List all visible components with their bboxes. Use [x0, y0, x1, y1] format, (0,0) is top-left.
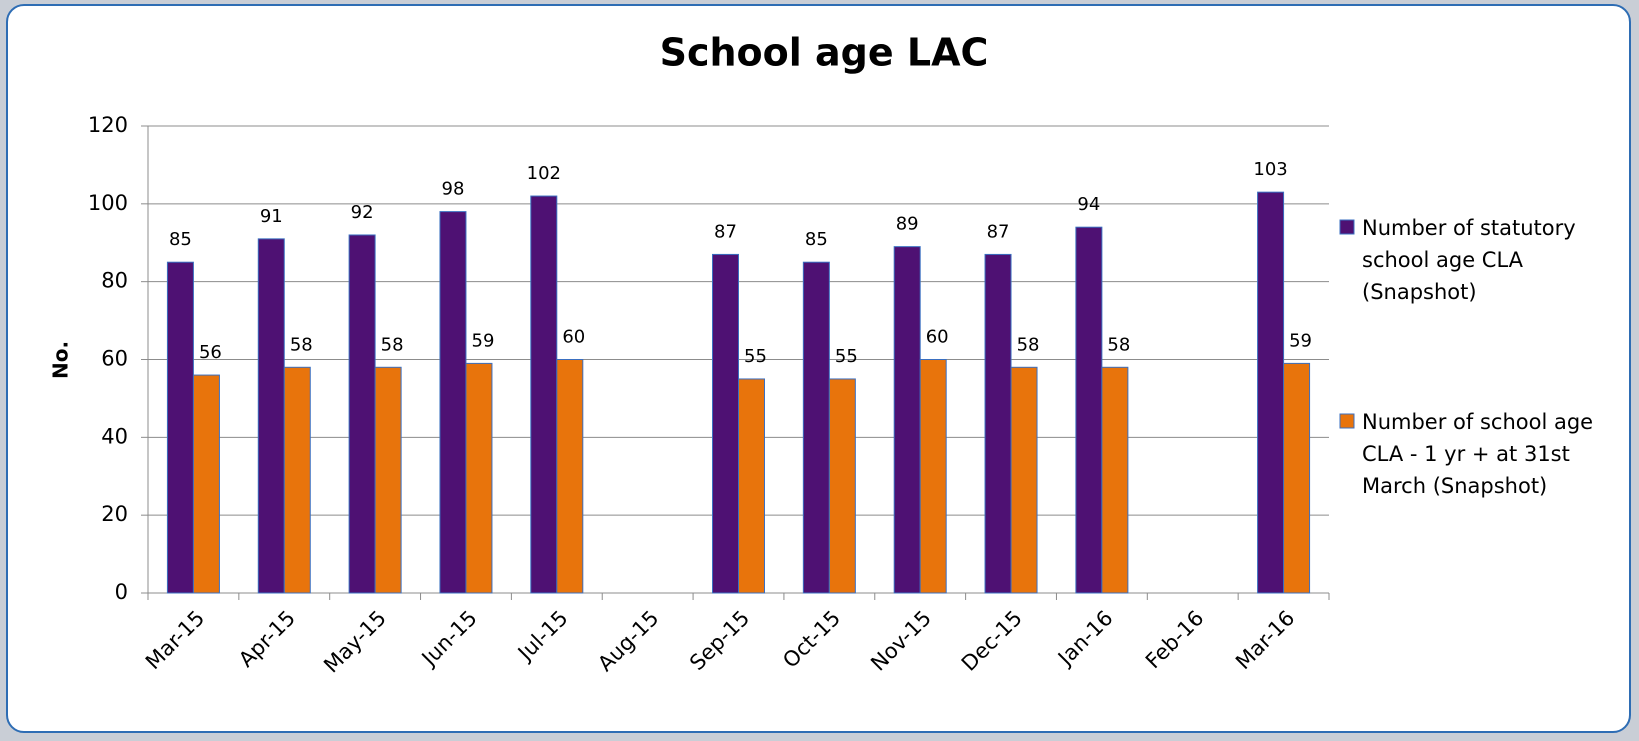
x-tick-label: Dec-15: [957, 606, 1027, 676]
data-label: 59: [1289, 330, 1312, 351]
data-label: 87: [714, 221, 737, 242]
y-tick-label: 80: [101, 269, 128, 293]
bar: [1257, 191, 1285, 594]
data-label: 103: [1253, 159, 1287, 180]
x-tick-label: Feb-16: [1141, 606, 1209, 674]
data-label: 102: [527, 163, 561, 184]
data-label: 58: [290, 334, 313, 355]
x-tick-label: Jan-16: [1052, 606, 1118, 672]
y-tick-label: 100: [88, 191, 128, 215]
chart-title: School age LAC: [660, 31, 989, 75]
bar: [192, 374, 220, 594]
bar: [374, 366, 402, 594]
y-tick-label: 40: [101, 424, 128, 448]
data-label: 91: [260, 206, 283, 227]
data-label: 60: [926, 327, 949, 348]
bar: [257, 238, 285, 594]
legend-swatch: [1339, 413, 1355, 429]
bar: [530, 195, 558, 594]
data-label: 89: [896, 214, 919, 235]
data-label: 59: [472, 330, 495, 351]
bar: [556, 359, 584, 594]
bar: [1101, 366, 1129, 594]
bar: [465, 362, 493, 594]
y-tick-label: 120: [88, 113, 128, 137]
data-label: 94: [1077, 194, 1100, 215]
data-label: 98: [442, 179, 465, 200]
data-label: 58: [1107, 334, 1130, 355]
data-label: 56: [199, 342, 222, 363]
data-label: 85: [805, 229, 828, 250]
data-label: 92: [351, 202, 374, 223]
x-tick-label: Jun-15: [416, 606, 482, 672]
x-tick-label: Mar-16: [1231, 606, 1299, 674]
bar: [738, 378, 765, 594]
legend-label: Number of school age CLA - 1 yr + at 31s…: [1362, 410, 1594, 498]
x-tick-label: Jul-15: [512, 606, 573, 667]
bar: [802, 261, 830, 594]
y-tick-label: 0: [115, 580, 128, 604]
bar: [893, 246, 921, 594]
x-tick-label: Sep-15: [685, 606, 754, 675]
x-tick-label: May-15: [319, 606, 391, 678]
data-label: 58: [1017, 334, 1040, 355]
x-tick-label: Aug-15: [593, 606, 663, 676]
data-label: 85: [169, 229, 192, 250]
data-label: 55: [835, 346, 858, 367]
data-label: 55: [744, 346, 767, 367]
bar: [1283, 362, 1311, 594]
bar: [919, 359, 947, 594]
bar: [283, 366, 311, 594]
bar: [984, 253, 1012, 594]
legend-label: Number of statutory school age CLA (Snap…: [1362, 216, 1576, 304]
y-tick-label: 60: [101, 347, 128, 371]
bar: [166, 261, 194, 594]
bar: [1010, 366, 1038, 594]
x-tick-label: Nov-15: [866, 606, 936, 676]
bar: [712, 253, 739, 594]
y-tick-label: 20: [101, 502, 128, 526]
data-label: 58: [381, 334, 404, 355]
y-axis-label: No.: [49, 341, 73, 379]
x-tick-label: Oct-15: [778, 606, 845, 673]
x-tick-label: Mar-15: [141, 606, 209, 674]
bar: [439, 211, 467, 594]
x-tick-label: Apr-15: [234, 606, 300, 672]
legend-swatch: [1339, 219, 1355, 235]
bar: [1075, 226, 1103, 594]
data-label: 60: [562, 327, 585, 348]
data-label: 87: [987, 221, 1010, 242]
bar: [828, 378, 856, 594]
bar: [348, 234, 376, 594]
